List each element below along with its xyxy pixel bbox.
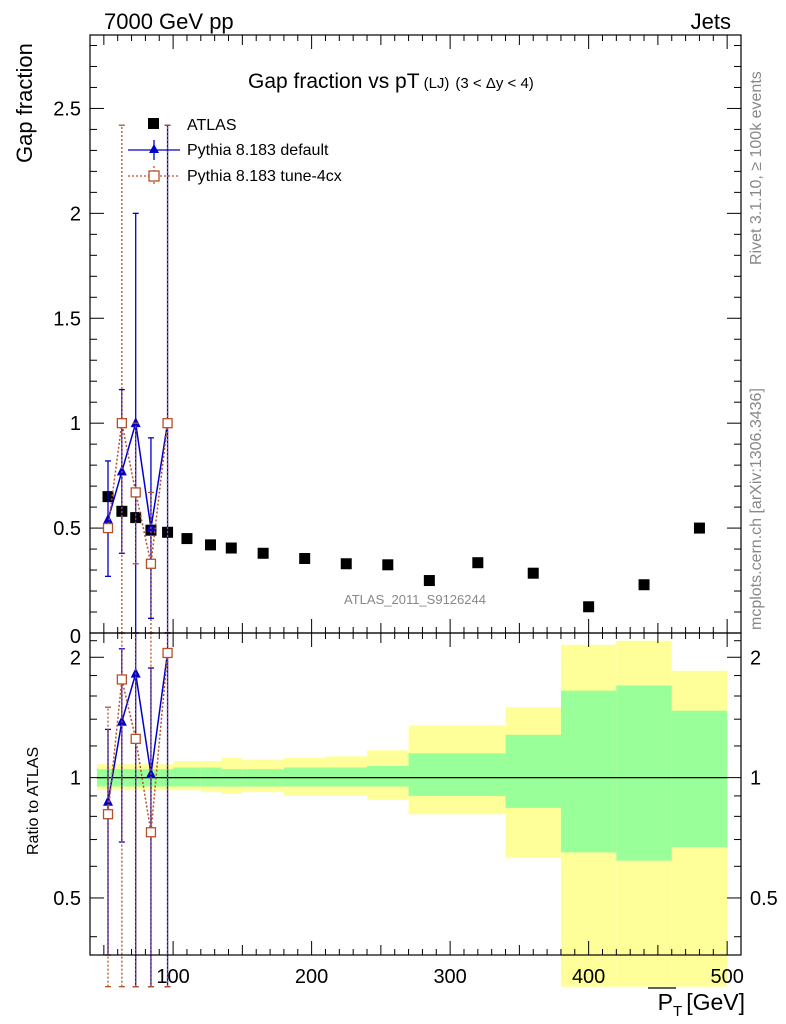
- atlas-point: [225, 542, 237, 554]
- mcplots-label: mcplots.cern.ch [arXiv:1306.3436]: [748, 388, 765, 630]
- atlas-point: [527, 567, 539, 579]
- energy-label: 7000 GeV pp: [104, 9, 234, 34]
- ratio-tune-point: [116, 674, 128, 685]
- legend-label-default: Pythia 8.183 default: [187, 142, 329, 159]
- ratio-xtick-label: 100: [156, 966, 189, 988]
- ratio-band-green: [325, 767, 368, 787]
- plot-title-sub: (LJ): [424, 75, 450, 92]
- ratio-tune-point: [102, 809, 114, 820]
- ratio-xlabel: PT [GeV]: [658, 989, 745, 1020]
- ratio-band-green: [616, 685, 672, 861]
- ratio-band-green: [671, 710, 728, 848]
- atlas-point: [299, 553, 311, 565]
- legend-label-tune: Pythia 8.183 tune-4cx: [187, 168, 342, 185]
- atlas-point: [472, 557, 484, 569]
- ratio-ytick-label-right: 0.5: [750, 888, 778, 910]
- ratio-band-green: [505, 734, 561, 808]
- ratio-band-green: [200, 767, 222, 787]
- xlabel-unit: [GeV]: [686, 989, 745, 1015]
- plot-title-main: Gap fraction vs pT: [248, 70, 420, 93]
- ratio-ytick-label: 1: [70, 768, 81, 790]
- main-ylabel: Gap fraction: [12, 43, 37, 163]
- ratio-ytick-label-right: 2: [750, 647, 761, 669]
- ratio-band-green: [367, 765, 409, 787]
- main-ytick-label: 0.5: [53, 518, 81, 540]
- legend-marker-atlas: [148, 118, 159, 129]
- plot-title: Gap fraction vs pT (LJ) (3 < Δy < 4): [248, 70, 534, 93]
- atlas-point: [638, 579, 650, 591]
- ratio-band-green: [173, 767, 201, 787]
- atlas-point: [205, 539, 217, 551]
- ratio-default-point: [130, 667, 141, 678]
- ratio-xtick-label: 400: [572, 966, 605, 988]
- ratio-plot: 0.5 0.5 1 1 2 2 100 200 300 400 500: [53, 632, 778, 988]
- process-label: Jets: [691, 9, 731, 34]
- tune-point: [145, 558, 157, 569]
- ratio-tune-point: [130, 733, 141, 745]
- tune-point: [116, 418, 128, 429]
- ratio-ytick-label: 0.5: [53, 888, 81, 910]
- atlas-point: [340, 558, 352, 570]
- main-ytick-label: 2.5: [53, 98, 81, 120]
- main-ytick-label: 1.5: [53, 308, 81, 330]
- xlabel-sub: T: [673, 1003, 682, 1020]
- rivet-label: Rivet 3.1.10, ≥ 100k events: [748, 71, 765, 265]
- atlas-point: [583, 601, 595, 613]
- atlas-point: [423, 575, 435, 587]
- analysis-watermark: ATLAS_2011_S9126244: [344, 592, 486, 607]
- atlas-point: [693, 522, 705, 534]
- tune-point: [130, 487, 141, 498]
- tune-point: [162, 418, 173, 429]
- default-point: [116, 465, 127, 476]
- ratio-band-green: [283, 767, 326, 787]
- atlas-point: [181, 533, 193, 545]
- ratio-ytick-label: 2: [70, 647, 81, 669]
- ratio-band-green: [408, 753, 506, 796]
- main-ytick-zero: 0: [70, 626, 81, 648]
- ratio-ytick-label-right: 1: [750, 768, 761, 790]
- legend-marker-tune: [148, 170, 160, 182]
- ratio-xtick-label: 200: [295, 966, 328, 988]
- default-point: [103, 513, 114, 524]
- ratio-tune-point: [162, 647, 173, 659]
- tune-point: [102, 522, 114, 534]
- legend-label-atlas: ATLAS: [187, 117, 237, 134]
- ratio-tune-point: [145, 827, 157, 838]
- plot-title-range: (3 < Δy < 4): [455, 75, 533, 92]
- ratio-xtick-label: 300: [433, 966, 466, 988]
- default-point: [130, 417, 141, 428]
- ratio-xtick-label: 500: [710, 966, 743, 988]
- main-ytick-label: 2: [70, 203, 81, 225]
- legend-marker-default: [149, 144, 159, 153]
- ratio-frame: [89, 632, 742, 956]
- main-ytick-label: 1: [70, 413, 81, 435]
- ratio-band-green: [560, 690, 617, 853]
- atlas-point: [257, 547, 269, 559]
- ratio-ylabel: Ratio to ATLAS: [25, 747, 42, 855]
- atlas-point: [382, 559, 394, 571]
- legend: ATLAS Pythia 8.183 default Pythia 8.183 …: [128, 117, 342, 186]
- xlabel-main: P: [658, 989, 673, 1015]
